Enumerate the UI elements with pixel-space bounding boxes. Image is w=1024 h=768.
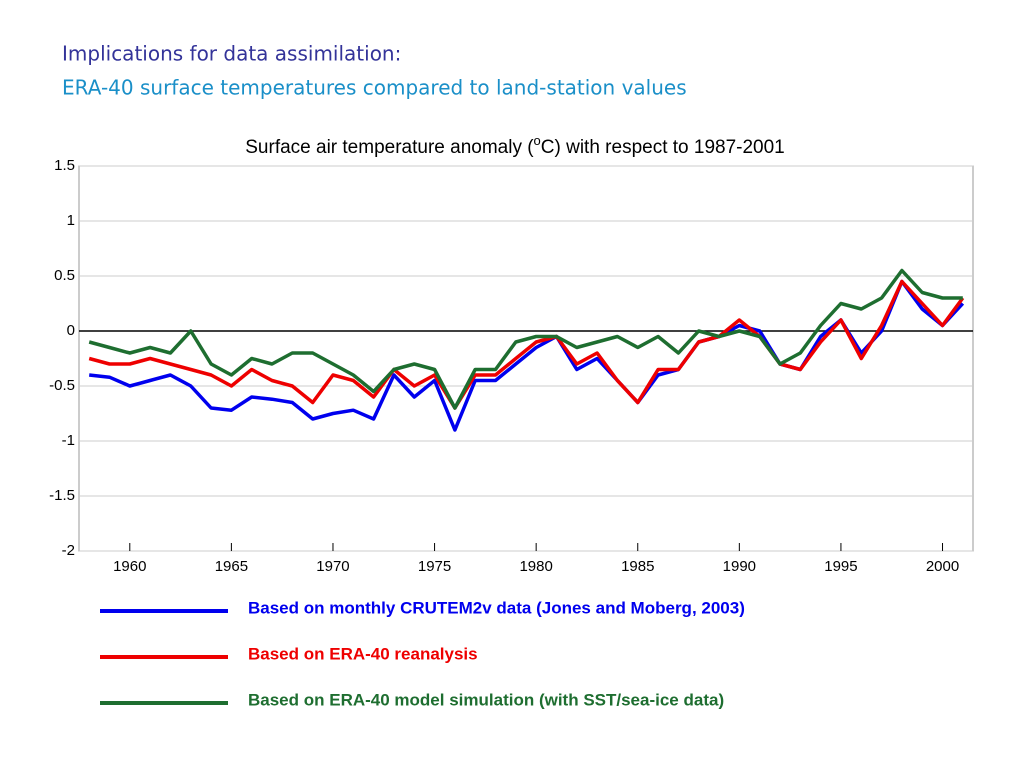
y-tick-label: -1 — [62, 432, 75, 449]
y-tick-label: -0.5 — [49, 377, 75, 394]
y-tick-label: -1.5 — [49, 487, 75, 504]
y-tick-label: 1.5 — [54, 157, 75, 174]
series-line — [88, 279, 965, 410]
chart-title: Surface air temperature anomaly (oC) wit… — [245, 133, 785, 158]
y-tick-label: -2 — [62, 542, 75, 559]
series-line — [89, 279, 965, 432]
legend-label: Based on ERA-40 reanalysis — [248, 644, 478, 663]
title-part: o — [534, 133, 541, 148]
legend-label: Based on monthly CRUTEM2v data (Jones an… — [248, 598, 745, 617]
x-tick-label: 2000 — [926, 558, 959, 575]
plot-frame — [78, 165, 974, 552]
y-tick-label: 0.5 — [54, 267, 75, 284]
x-tick-label: 1985 — [621, 558, 654, 575]
heading-line: Implications for data assimilation: — [62, 42, 401, 66]
x-tick-label: 1990 — [723, 558, 756, 575]
x-tick-label: 1995 — [824, 558, 857, 575]
x-tick-label: 1960 — [113, 558, 146, 575]
x-tick-label: 1980 — [519, 558, 552, 575]
heading-line: ERA-40 surface temperatures compared to … — [62, 76, 687, 100]
series-line — [88, 268, 963, 410]
title-part: C) with respect to 1987-2001 — [541, 137, 785, 158]
x-tick-label: 1970 — [316, 558, 349, 575]
x-tick-label: 1965 — [215, 558, 248, 575]
x-tick-label: 1975 — [418, 558, 451, 575]
y-tick-label: 1 — [67, 212, 75, 229]
y-tick-label: 0 — [67, 322, 75, 339]
legend-label: Based on ERA-40 model simulation (with S… — [248, 690, 724, 709]
title-part: Surface air temperature anomaly ( — [245, 137, 534, 158]
